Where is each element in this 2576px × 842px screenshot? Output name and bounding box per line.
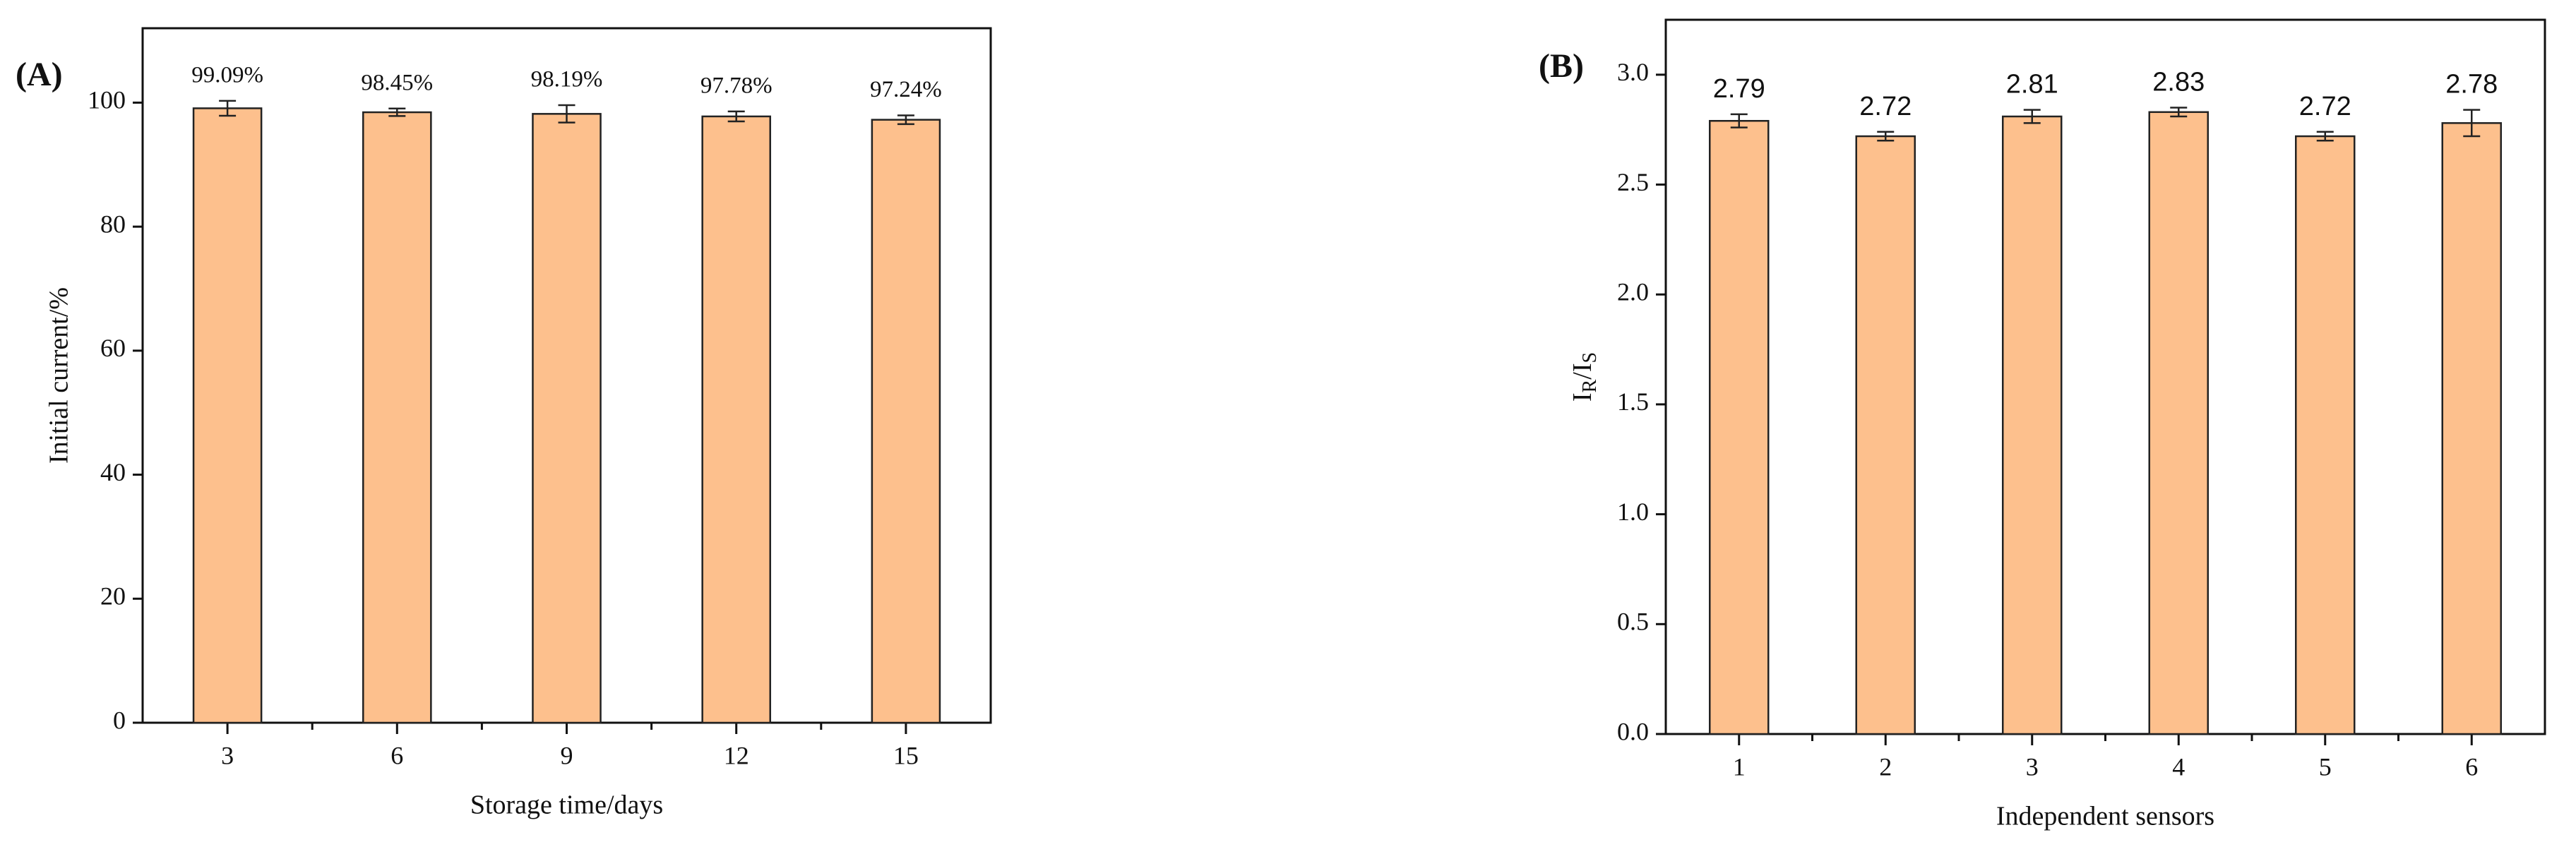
data-label: 2.72 <box>1859 92 1912 121</box>
y-axis-label: IR/IS <box>1568 352 1602 402</box>
x-tick-label: 9 <box>561 741 573 769</box>
y-tick-label: 0 <box>113 706 126 734</box>
x-axis-label: Independent sensors <box>1996 802 2214 831</box>
x-tick-label: 3 <box>221 741 234 769</box>
data-label: 99.09% <box>191 62 263 88</box>
y-tick-label: 80 <box>100 210 126 238</box>
y-tick-label: 100 <box>88 86 126 114</box>
bar <box>1709 119 1770 735</box>
y-tick-label: 20 <box>100 582 126 611</box>
x-axis-label: Storage time/days <box>470 790 663 820</box>
x-tick-label: 1 <box>1733 752 1746 781</box>
x-tick-label: 2 <box>1879 752 1892 781</box>
bar <box>871 119 941 724</box>
data-label: 98.19% <box>531 67 603 92</box>
x-tick-label: 6 <box>2465 752 2478 781</box>
error-bar <box>1730 113 1748 128</box>
y-tick-label: 40 <box>100 458 126 486</box>
y-tick-label: 0.0 <box>1617 717 1649 745</box>
error-bar <box>1877 131 1895 142</box>
x-tick-label: 12 <box>724 741 749 769</box>
error-bar <box>2463 109 2481 138</box>
error-bar <box>219 100 237 117</box>
bar <box>192 107 263 724</box>
y-tick-label: 0.5 <box>1617 608 1649 636</box>
data-label: 2.83 <box>2152 68 2205 97</box>
bar <box>701 115 771 724</box>
y-tick-label: 2.5 <box>1617 168 1649 196</box>
error-bar <box>897 114 914 126</box>
x-tick-label: 3 <box>2026 752 2039 781</box>
y-tick-label: 60 <box>100 334 126 362</box>
error-bar <box>2170 107 2188 118</box>
y-tick-label: 3.0 <box>1617 58 1649 86</box>
plot-frame <box>1664 18 2546 735</box>
data-label: 98.45% <box>361 70 433 95</box>
y-axis-label-part: S <box>1579 352 1601 363</box>
y-tick-label: 2.0 <box>1617 277 1649 306</box>
error-bar <box>2023 109 2041 124</box>
panel-label: (B) <box>1539 47 1584 85</box>
bar <box>2148 111 2209 735</box>
panel-label: (A) <box>16 56 63 93</box>
bar <box>2295 135 2356 735</box>
data-label: 97.78% <box>700 73 773 98</box>
data-label: 97.24% <box>870 77 942 102</box>
y-axis-label-part: /I <box>1568 363 1597 380</box>
error-bar <box>388 107 406 117</box>
bar <box>1855 135 1916 735</box>
error-bar <box>558 104 576 124</box>
data-label: 2.72 <box>2299 92 2351 121</box>
bar <box>362 111 432 724</box>
x-tick-label: 5 <box>2319 752 2332 781</box>
y-tick-label: 1.0 <box>1617 498 1649 526</box>
x-tick-label: 15 <box>893 741 919 769</box>
y-axis-label: Initial current/% <box>44 287 74 464</box>
y-axis-label-part: I <box>1568 392 1597 402</box>
data-label: 2.81 <box>2006 70 2058 100</box>
error-bar <box>727 110 745 123</box>
data-label: 2.78 <box>2445 70 2498 100</box>
y-axis-label-part: R <box>1579 379 1601 392</box>
x-tick-label: 4 <box>2172 752 2185 781</box>
bar <box>2002 115 2063 735</box>
y-tick-label: 1.5 <box>1617 387 1649 416</box>
x-tick-label: 6 <box>390 741 403 769</box>
bar <box>532 113 602 724</box>
data-label: 2.79 <box>1713 74 1765 104</box>
error-bar <box>2316 131 2334 142</box>
bar <box>2441 122 2502 735</box>
